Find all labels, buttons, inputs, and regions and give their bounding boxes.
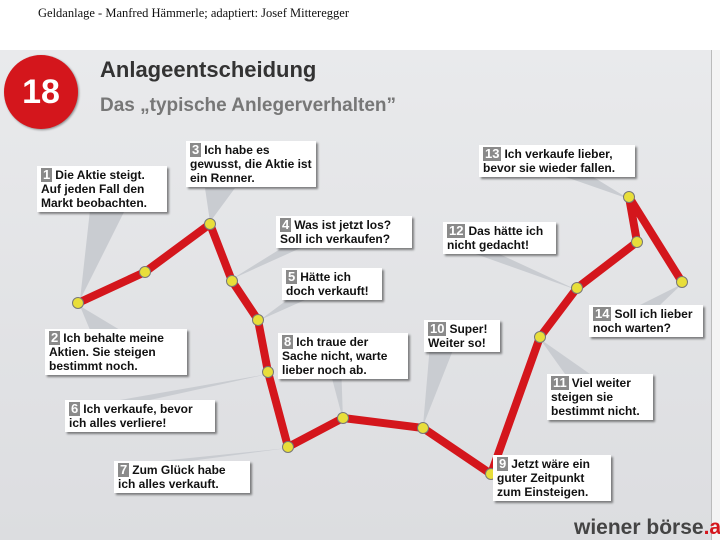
note-text: Soll ich lieber noch warten? xyxy=(593,307,693,335)
note-number: 8 xyxy=(282,334,294,349)
callout-pointer-7 xyxy=(160,448,288,461)
note-2: 2 Ich behalte meine Aktien. Sie steigen b… xyxy=(45,329,187,375)
note-11: 11 Viel weiter steigen sie bestimmt nicht… xyxy=(547,374,653,420)
note-number: 6 xyxy=(69,401,81,416)
chapter-badge: 18 xyxy=(4,55,78,129)
logo-text-domain: .at xyxy=(703,516,720,539)
note-number: 3 xyxy=(190,142,202,157)
callout-pointer-11 xyxy=(540,339,590,374)
price-point-6 xyxy=(262,366,274,378)
note-6: 6 Ich verkaufe, bevor ich alles verliere! xyxy=(65,400,215,432)
note-text: Jetzt wäre ein guter Zeitpunkt zum Einst… xyxy=(497,457,590,499)
note-14: 14 Soll ich lieber noch warten? xyxy=(589,305,703,337)
note-9: 9 Jetzt wäre ein guter Zeitpunkt zum Eins… xyxy=(493,455,611,501)
note-number: 7 xyxy=(118,462,130,477)
logo-text-left: wiener xyxy=(574,516,647,539)
price-point-9 xyxy=(417,422,429,434)
diagram-subtitle: Das „typische Anlegerverhalten” xyxy=(100,95,397,116)
callout-pointer-2 xyxy=(80,306,120,330)
note-text: Ich traue der Sache nicht, warte lieber … xyxy=(282,335,388,377)
price-point-13 xyxy=(631,236,643,248)
note-5: 5 Hätte ich doch verkauft! xyxy=(282,268,382,300)
note-number: 14 xyxy=(593,306,612,321)
note-number: 1 xyxy=(41,167,53,182)
price-points xyxy=(72,191,688,480)
price-point-4 xyxy=(226,275,238,287)
note-number: 5 xyxy=(286,269,298,284)
note-10: 10 Super! Weiter so! xyxy=(424,320,500,352)
diagram-title: Anlageentscheidung xyxy=(100,57,317,82)
callout-pointer-14 xyxy=(640,284,682,305)
callout-pointer-9 xyxy=(423,345,455,426)
callout-pointer-3 xyxy=(205,188,235,222)
note-text: Ich verkaufe, bevor ich alles verliere! xyxy=(69,402,193,430)
note-number: 10 xyxy=(428,321,447,336)
callout-pointer-12 xyxy=(470,252,577,290)
note-number: 2 xyxy=(49,330,61,345)
price-point-8 xyxy=(337,412,349,424)
price-point-15 xyxy=(676,276,688,288)
note-number: 13 xyxy=(483,146,502,161)
note-text: Viel weiter steigen sie bestimmt nicht. xyxy=(551,376,640,418)
note-text: Ich verkaufe lieber, bevor sie wieder fa… xyxy=(483,147,616,175)
price-point-11 xyxy=(534,331,546,343)
price-point-1 xyxy=(72,297,84,309)
price-point-2 xyxy=(139,266,151,278)
note-text: Hätte ich doch verkauft! xyxy=(286,270,369,298)
note-12: 12 Das hätte ich nicht gedacht! xyxy=(443,222,556,254)
note-text: Was ist jetzt los? Soll ich verkaufen? xyxy=(280,218,392,246)
wiener-boerse-logo: wiener börse.at xyxy=(574,516,720,540)
callout-pointer-13 xyxy=(560,175,629,199)
price-point-3 xyxy=(204,218,216,230)
callout-pointer-5 xyxy=(260,300,305,320)
note-text: Zum Glück habe ich alles verkauft. xyxy=(118,463,226,491)
note-number: 12 xyxy=(447,223,466,238)
price-point-12 xyxy=(571,282,583,294)
price-point-5 xyxy=(252,314,264,326)
price-point-7 xyxy=(282,441,294,453)
note-number: 11 xyxy=(551,375,569,390)
note-8: 8 Ich traue der Sache nicht, warte lieber… xyxy=(278,333,408,379)
note-3: 3 Ich habe es gewusst, die Aktie ist ein … xyxy=(186,141,316,187)
note-text: Das hätte ich nicht gedacht! xyxy=(447,224,544,252)
note-13: 13 Ich verkaufe lieber, bevor sie wieder … xyxy=(479,145,635,177)
note-1: 1 Die Aktie steigt. Auf jeden Fall den Ma… xyxy=(37,166,167,212)
callout-pointer-1 xyxy=(80,210,125,300)
note-number: 9 xyxy=(497,456,509,471)
note-text: Super! Weiter so! xyxy=(428,322,488,350)
price-point-14 xyxy=(623,191,635,203)
callout-pointer-6 xyxy=(120,374,268,400)
scrollbar[interactable] xyxy=(711,50,720,540)
logo-text-right: börse xyxy=(646,516,704,539)
callout-pointer-4 xyxy=(232,246,305,279)
note-text: Ich habe es gewusst, die Aktie ist ein R… xyxy=(190,143,312,185)
note-text: Ich behalte meine Aktien. Sie steigen be… xyxy=(49,331,164,373)
note-text: Die Aktie steigt. Auf jeden Fall den Mar… xyxy=(41,168,148,210)
note-7: 7 Zum Glück habe ich alles verkauft. xyxy=(114,461,250,493)
note-number: 4 xyxy=(280,217,292,232)
note-4: 4 Was ist jetzt los? Soll ich verkaufen? xyxy=(276,216,412,248)
slide-caption: Geldanlage - Manfred Hämmerle; adaptiert… xyxy=(38,6,349,20)
